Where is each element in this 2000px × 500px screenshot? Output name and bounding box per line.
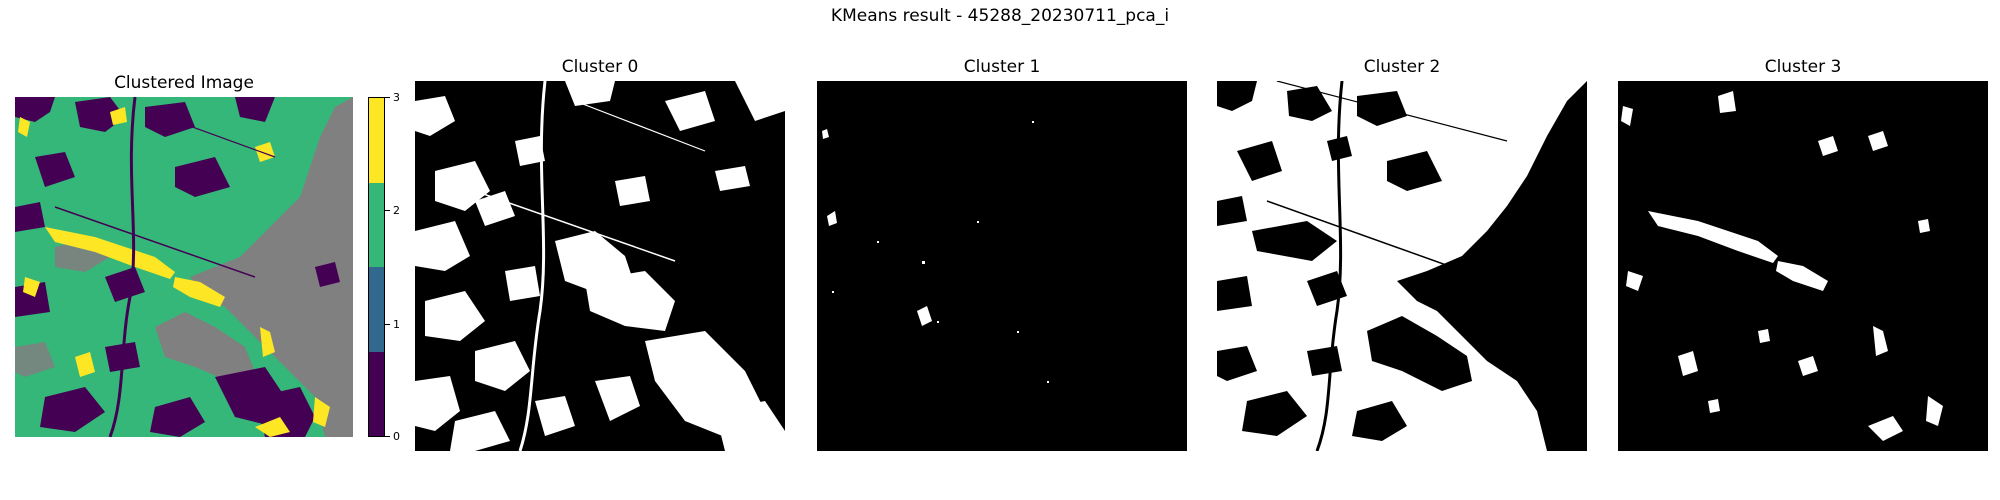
colorbar-tick xyxy=(385,324,390,325)
panel-title-clustered-image: Clustered Image xyxy=(114,73,254,93)
colorbar-segment-3 xyxy=(369,98,384,183)
cluster-2-mask xyxy=(1217,81,1587,451)
colorbar-segment-1 xyxy=(369,267,384,352)
colorbar-tick xyxy=(385,97,390,98)
colorbar-label-1: 1 xyxy=(393,318,400,331)
colorbar-label-3: 3 xyxy=(393,91,400,104)
cluster-0-mask xyxy=(415,81,785,451)
panel-title-cluster-0: Cluster 0 xyxy=(561,57,639,77)
cluster-1-mask xyxy=(817,81,1187,451)
panel-title-cluster-2: Cluster 2 xyxy=(1363,57,1441,77)
colorbar-tick xyxy=(385,436,390,437)
figure-title: KMeans result - 45288_20230711_pca_i xyxy=(830,6,1170,26)
colorbar-label-2: 2 xyxy=(393,204,400,217)
panel-title-cluster-1: Cluster 1 xyxy=(963,57,1041,77)
clustered-image xyxy=(15,97,353,437)
colorbar-segment-0 xyxy=(369,351,384,436)
colorbar-label-0: 0 xyxy=(393,430,400,443)
cluster-3-mask xyxy=(1618,81,1988,451)
colorbar-tick xyxy=(385,210,390,211)
colorbar xyxy=(368,97,385,437)
colorbar-segment-2 xyxy=(369,182,384,267)
panel-title-cluster-3: Cluster 3 xyxy=(1764,57,1842,77)
